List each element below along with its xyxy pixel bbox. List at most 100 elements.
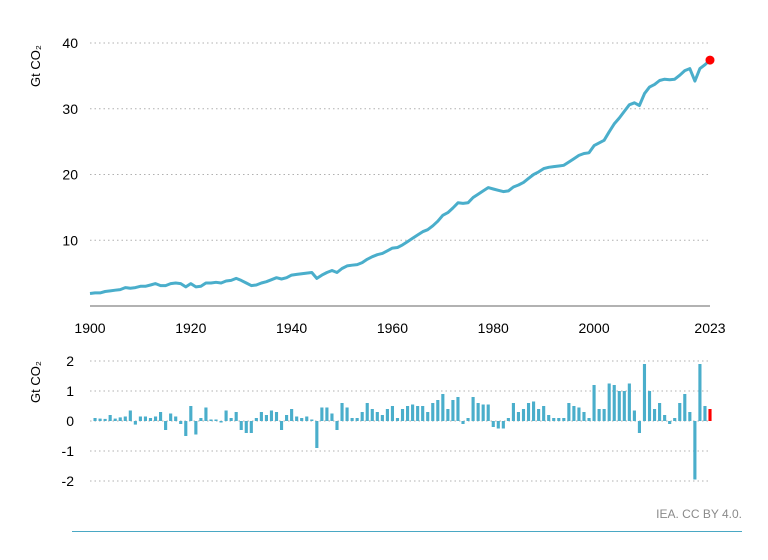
- change-bar: [426, 412, 430, 421]
- change-bar: [526, 403, 531, 421]
- annual-emissions-line-chart: Gt CO₂ 10 20 30 40 1900 1920 1940 1960 1980 2000…: [28, 35, 726, 336]
- change-bar: [133, 421, 137, 425]
- change-bar: [471, 397, 475, 421]
- change-bar: [501, 421, 505, 429]
- change-bar: [320, 407, 324, 421]
- change-bar: [395, 418, 400, 421]
- top-y-tick-label: 20: [62, 167, 78, 183]
- change-bar: [537, 409, 541, 421]
- change-bar: [259, 412, 263, 421]
- change-bar: [547, 415, 551, 421]
- change-bar: [421, 406, 425, 421]
- change-bar: [698, 364, 702, 421]
- annual-change-bar-chart: Gt CO₂ 2 1 0 -1 -2: [28, 353, 712, 489]
- change-bar: [380, 415, 384, 421]
- change-bar: [663, 415, 667, 421]
- bottom-y-tick-label: 2: [66, 353, 74, 369]
- change-bar: [98, 418, 102, 421]
- change-bar: [285, 415, 289, 421]
- x-tick-label: 1960: [377, 320, 408, 336]
- change-bar: [521, 409, 526, 421]
- change-bar: [708, 409, 712, 421]
- change-bar: [597, 409, 601, 421]
- change-bar: [128, 410, 132, 421]
- change-bar: [582, 412, 586, 421]
- change-bar: [365, 403, 369, 421]
- change-bar: [310, 419, 314, 421]
- change-bar: [375, 412, 379, 421]
- change-bar: [93, 418, 97, 421]
- change-bar: [123, 416, 127, 421]
- change-bar: [244, 421, 248, 433]
- bottom-y-tick-label: 1: [66, 383, 74, 399]
- top-y-axis-label: Gt CO₂: [28, 45, 43, 87]
- change-bar: [390, 406, 395, 421]
- top-y-tick-label: 40: [62, 35, 78, 51]
- change-bar: [683, 394, 687, 421]
- change-bar: [658, 403, 662, 421]
- change-bar: [678, 403, 682, 421]
- change-bar: [436, 400, 440, 421]
- latest-value-marker: [705, 55, 715, 65]
- change-bar: [491, 421, 495, 427]
- change-bar: [330, 413, 334, 421]
- change-bar: [214, 419, 218, 421]
- change-bar: [506, 418, 510, 421]
- top-y-tick-label: 30: [62, 101, 78, 117]
- change-bar: [159, 412, 163, 421]
- change-bar: [632, 410, 636, 421]
- change-bar: [577, 407, 581, 421]
- change-bar: [592, 385, 596, 421]
- change-bar: [466, 418, 470, 421]
- change-bar: [184, 421, 188, 436]
- x-tick-label: 2000: [578, 320, 609, 336]
- change-bar: [199, 418, 203, 421]
- change-bar: [103, 418, 107, 421]
- footer-rule: [72, 531, 742, 532]
- bottom-y-tick-label: -2: [62, 473, 75, 489]
- change-bar: [264, 415, 268, 421]
- change-bar: [169, 413, 173, 421]
- change-bar: [370, 409, 374, 421]
- change-bar: [612, 385, 616, 421]
- change-bar: [148, 418, 153, 421]
- change-bar: [204, 407, 208, 421]
- change-bar: [572, 406, 576, 421]
- change-bar: [496, 421, 500, 429]
- change-bar: [637, 421, 641, 433]
- change-bar: [224, 410, 228, 421]
- change-bar: [567, 403, 571, 421]
- change-bar: [340, 403, 344, 421]
- change-bar: [446, 409, 450, 421]
- change-bar: [249, 421, 253, 433]
- change-bar: [143, 416, 148, 421]
- change-bar: [617, 391, 621, 421]
- change-bar: [602, 409, 606, 421]
- change-bar: [325, 407, 329, 421]
- change-bar: [274, 412, 279, 421]
- change-bar: [411, 404, 415, 421]
- x-tick-label: 1940: [276, 320, 307, 336]
- change-bar: [557, 418, 561, 421]
- change-bar: [290, 409, 294, 421]
- bottom-y-axis-label: Gt CO₂: [28, 361, 43, 403]
- change-bar: [673, 418, 677, 421]
- change-bar: [587, 418, 591, 421]
- change-bar: [113, 418, 117, 421]
- change-bar: [476, 403, 480, 421]
- change-bar: [305, 416, 309, 421]
- change-bar: [174, 416, 178, 421]
- change-bar: [385, 409, 389, 421]
- x-tick-label: 1980: [478, 320, 509, 336]
- change-bar: [562, 418, 566, 421]
- change-bar: [416, 406, 420, 421]
- bottom-y-tick-label: 0: [66, 413, 74, 429]
- change-bar: [703, 406, 707, 421]
- change-bar: [179, 421, 183, 424]
- emissions-line: [89, 58, 712, 295]
- change-bar: [300, 418, 304, 421]
- change-bar: [209, 419, 213, 421]
- x-tick-label: 1920: [175, 320, 206, 336]
- change-bar: [234, 412, 238, 421]
